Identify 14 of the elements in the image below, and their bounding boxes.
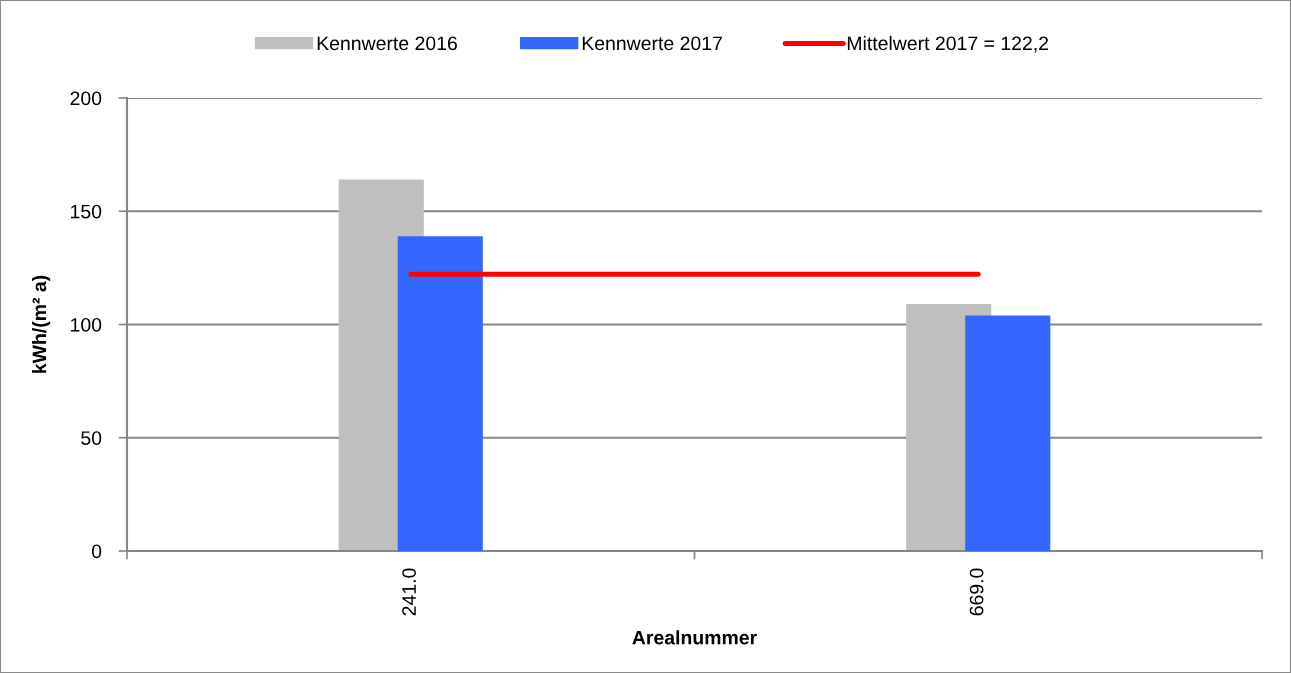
y-tick-label: 150 [71,204,102,219]
x-axis-title: Arealnummer [632,630,757,645]
y-tick-label: 200 [70,91,102,106]
x-tick-label: 241.0 [402,568,416,616]
y-axis-title: kWh/(m² a) [31,275,51,373]
legend-label: Kennwerte 2017 [582,36,722,51]
bar [397,236,483,551]
y-tick-label: 50 [81,431,102,445]
legend-label: Mittelwert 2017 = 122,2 [847,35,1049,53]
y-tick-label: 0 [91,544,102,559]
legend-label: Kennwerte 2016 [317,36,457,51]
x-tick-label: 669.0 [969,568,984,616]
y-tick-label: 100 [71,317,102,332]
bar [965,315,1051,551]
